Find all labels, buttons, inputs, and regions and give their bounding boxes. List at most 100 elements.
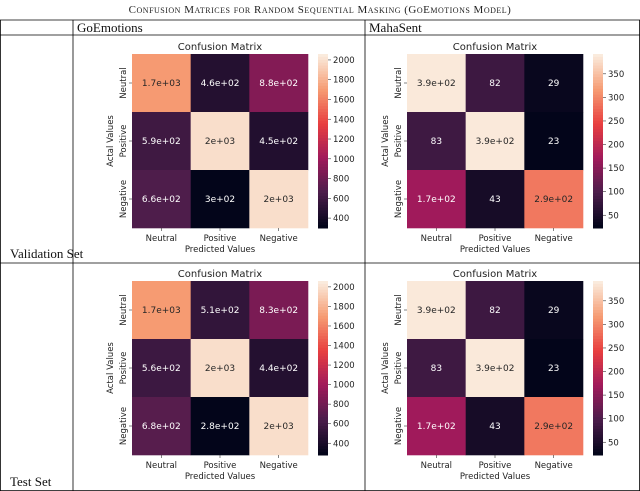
colorbar-segment [318, 324, 328, 328]
colorbar-segment [593, 155, 603, 159]
cell-annotation: 3.9e+02 [476, 137, 515, 147]
colorbar-segment [593, 83, 603, 87]
row-header-validation: Validation Set [10, 246, 84, 261]
colorbar-segment [593, 91, 603, 96]
heatmap-cell [249, 170, 309, 229]
colorbar-segment [593, 193, 603, 197]
colorbar-segment [318, 59, 328, 64]
x-tick-label: Negative [260, 234, 298, 244]
colorbar-segment [318, 207, 328, 212]
colorbar-segment [593, 324, 603, 328]
colorbar-segment [593, 219, 603, 223]
colorbar-segment [593, 391, 603, 395]
colorbar-segment [318, 295, 328, 299]
colorbar-segment [593, 426, 603, 430]
colorbar-segment [318, 362, 328, 366]
colorbar-segment [593, 446, 603, 450]
colorbar-segment [593, 368, 603, 372]
heatmap-cell [465, 54, 525, 113]
colorbar-segment [318, 158, 328, 162]
confusion-matrix-mahasent-test: Confusion Matrix 3.9e+02 82 29 83 3.9e+02 23 1.… [381, 269, 624, 482]
x-axis-label: Predicted Values [460, 245, 531, 255]
colorbar-segment [318, 408, 328, 412]
cell-annotation: 2e+03 [205, 137, 235, 147]
colorbar-segment [593, 362, 603, 366]
colorbar-segment [318, 373, 328, 378]
cell-annotation: 83 [431, 364, 442, 374]
colorbar-segment [318, 318, 328, 323]
colorbar-segment [593, 420, 603, 424]
colorbar-segment [593, 408, 603, 412]
colorbar-segment [593, 399, 603, 404]
colorbar-segment [318, 399, 328, 404]
cell-annotation: 29 [548, 79, 560, 89]
x-tick-label: Positive [204, 234, 237, 244]
colorbar-segment [593, 59, 603, 64]
colorbar-tick-label: 800 [333, 400, 349, 410]
colorbar-segment [593, 394, 603, 398]
colorbar-segment [318, 321, 328, 325]
colorbar-segment [318, 54, 328, 58]
colorbar-segment [318, 103, 328, 107]
cell-annotation: 2.9e+02 [534, 195, 573, 205]
colorbar-segment [318, 341, 328, 346]
colorbar-segment [318, 85, 328, 90]
colorbar-segment [318, 109, 328, 113]
heatmap-cell [190, 281, 250, 340]
heatmap-cell [249, 339, 309, 398]
heatmap-cell [465, 281, 525, 340]
colorbar-segment [318, 225, 328, 229]
colorbar-segment [593, 56, 603, 61]
x-tick-label: Neutral [146, 461, 177, 471]
colorbar-tick-label: 100 [608, 415, 624, 425]
colorbar-tick-label: 250 [608, 117, 624, 127]
y-axis-label: Actal Values [381, 115, 391, 167]
colorbar-tick-label: 300 [608, 93, 624, 103]
cell-annotation: 5.1e+02 [201, 306, 240, 316]
colorbar-segment [318, 149, 328, 154]
colorbar-segment [593, 112, 603, 116]
colorbar-segment [318, 184, 328, 188]
colorbar-segment [318, 417, 328, 421]
colorbar-segment [318, 339, 328, 343]
colorbar-segment [593, 301, 603, 305]
colorbar-segment [593, 304, 603, 308]
colorbar-segment [593, 339, 603, 343]
colorbar-segment [318, 201, 328, 206]
colorbar-segment [318, 312, 328, 317]
colorbar-segment [318, 62, 328, 67]
colorbar-tick-label: 150 [608, 391, 624, 401]
colorbar-segment [593, 65, 603, 69]
colorbar-segment [593, 405, 603, 410]
colorbar-segment [593, 388, 603, 392]
chart-title: Confusion Matrix [453, 269, 537, 280]
colorbar-segment [593, 201, 603, 206]
colorbar-segment [318, 286, 328, 291]
row-header-test: Test Set [10, 474, 52, 489]
colorbar-segment [318, 199, 328, 203]
colorbar-segment [318, 196, 328, 200]
cell-annotation: 8.3e+02 [259, 306, 298, 316]
y-tick-label: Negative [394, 407, 404, 445]
heatmap-cell [132, 170, 191, 229]
colorbar-segment [318, 327, 328, 331]
colorbar-tick-label: 100 [608, 188, 624, 198]
colorbar-segment [318, 120, 328, 125]
heatmap-cell [407, 281, 466, 340]
y-tick-label: Positive [119, 352, 129, 385]
colorbar-segment [593, 289, 603, 294]
colorbar-segment [318, 434, 328, 439]
colorbar-tick-label: 50 [608, 211, 619, 221]
confusion-matrix-goemotions-test: Confusion Matrix 1.7e+03 5.1e+02 8.3e+02 5.6… [106, 269, 355, 482]
heatmap-cell [465, 339, 525, 398]
colorbar-segment [318, 446, 328, 450]
confusion-matrix-goemotions-validation: Confusion Matrix 1.7e+03 4.6e+02 8.8e+02 5.9… [106, 42, 355, 255]
colorbar-segment [593, 307, 603, 311]
colorbar-segment [318, 350, 328, 354]
colorbar-segment [318, 175, 328, 180]
colorbar-segment [318, 219, 328, 223]
column-header-mahasent: MahaSent [369, 20, 422, 35]
colorbar-segment [593, 97, 603, 101]
colorbar-segment [318, 155, 328, 159]
colorbar-segment [318, 74, 328, 78]
